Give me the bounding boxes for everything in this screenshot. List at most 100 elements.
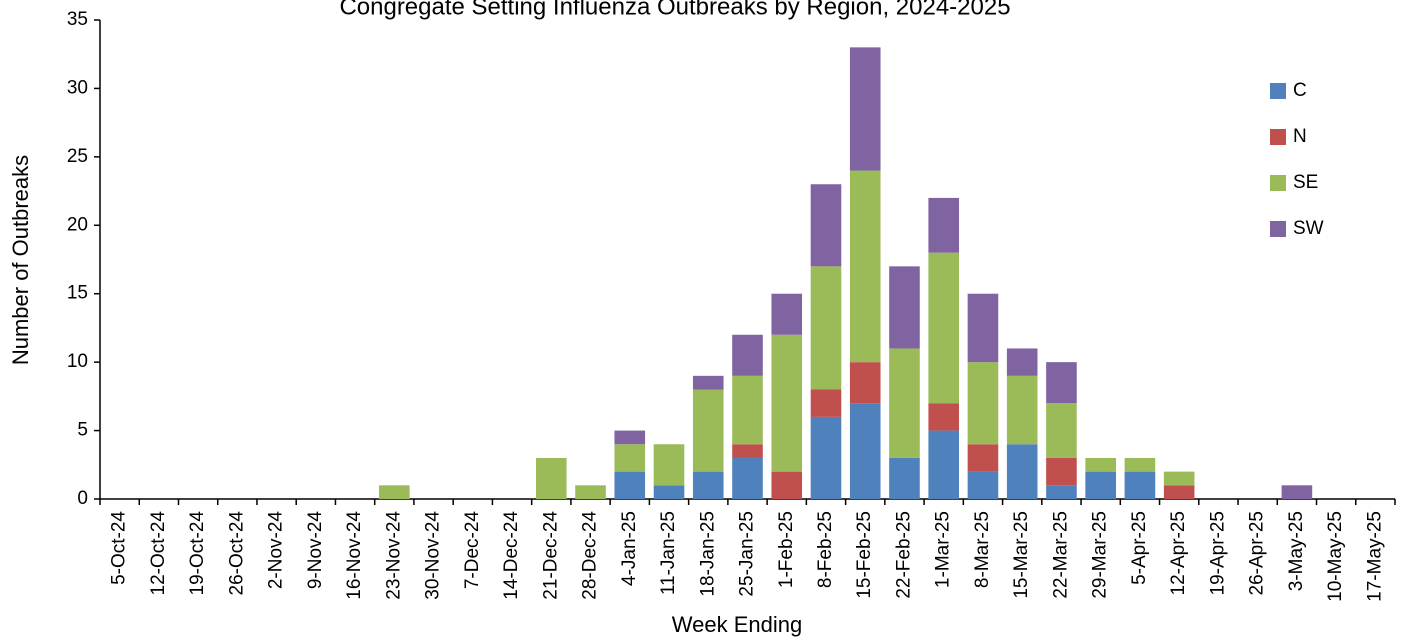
x-tick-label: 26-Oct-24 [226, 511, 247, 596]
bar-segment [1046, 403, 1077, 458]
x-tick-label: 10-May-25 [1325, 511, 1346, 602]
bar-segment [810, 266, 842, 390]
bar-segment [928, 430, 960, 499]
bar-segment [1006, 375, 1038, 445]
legend-swatch [1270, 129, 1286, 145]
bar-segment [1124, 457, 1156, 472]
bar-segment [889, 457, 920, 499]
y-tick-label: 5 [77, 420, 88, 441]
bar-segment [967, 293, 999, 363]
bar-segment [614, 430, 646, 445]
x-tick-label: 2-Nov-24 [266, 511, 287, 590]
bar-segment [849, 47, 881, 171]
bar-segment [928, 197, 960, 253]
y-tick-label: 0 [77, 488, 88, 509]
legend-label: SE [1293, 172, 1318, 193]
x-tick-label: 26-Apr-25 [1247, 511, 1268, 596]
x-axis-title: Week Ending [672, 612, 802, 637]
bar-segment [1046, 362, 1077, 404]
bar-segment [889, 266, 920, 349]
x-tick-label: 11-Jan-25 [658, 511, 679, 595]
x-tick-label: 19-Oct-24 [187, 511, 208, 596]
bar-segment [1006, 444, 1038, 499]
bar-segment [928, 403, 960, 431]
x-tick-label: 1-Mar-25 [933, 511, 954, 588]
bar-segment [967, 444, 999, 472]
x-tick-label: 22-Feb-25 [893, 511, 914, 599]
bar-segment [1046, 485, 1077, 499]
x-tick-label: 4-Jan-25 [619, 511, 640, 586]
bar-segment [614, 471, 646, 499]
bar-segment [771, 471, 803, 499]
y-tick-label: 30 [67, 77, 88, 98]
x-tick-label: 7-Dec-24 [462, 511, 483, 590]
bar-segment [928, 252, 960, 404]
bar-segment [692, 375, 724, 390]
bar-segment [653, 485, 685, 499]
bar-segment [1006, 348, 1038, 376]
y-tick-label: 35 [67, 9, 88, 30]
x-tick-label: 5-Oct-24 [109, 511, 130, 585]
bar-segment [849, 170, 881, 363]
x-tick-label: 15-Mar-25 [1011, 511, 1032, 599]
legend-label: C [1293, 80, 1307, 101]
y-tick-label: 10 [67, 351, 88, 372]
bar-segment [575, 485, 606, 499]
bar-segment [771, 293, 803, 335]
legend-swatch [1270, 221, 1286, 237]
bar-segment [653, 444, 685, 486]
bar-segment [1124, 471, 1156, 499]
bar-segment [1163, 471, 1195, 486]
x-tick-label: 5-Apr-25 [1129, 511, 1150, 585]
x-tick-label: 3-May-25 [1286, 511, 1307, 591]
bar-segment [1085, 457, 1116, 472]
x-tick-label: 17-May-25 [1364, 511, 1385, 602]
bar-segment [1281, 485, 1313, 499]
y-tick-label: 25 [67, 146, 88, 167]
x-tick-label: 28-Dec-24 [580, 511, 601, 600]
x-tick-label: 29-Mar-25 [1090, 511, 1111, 599]
y-tick-label: 15 [67, 283, 88, 304]
x-tick-label: 1-Feb-25 [776, 511, 797, 588]
legend-label: N [1293, 126, 1307, 147]
bar-segment [692, 389, 724, 472]
legend-swatch [1270, 175, 1286, 191]
x-tick-label: 16-Nov-24 [344, 511, 365, 600]
bar-segment [849, 403, 881, 499]
bar-segment [692, 471, 724, 499]
bar-segment [849, 362, 881, 404]
bar-segment [810, 416, 842, 499]
bar-segment [1085, 471, 1116, 499]
x-tick-label: 18-Jan-25 [697, 511, 718, 597]
legend-swatch [1270, 83, 1286, 99]
x-tick-label: 21-Dec-24 [540, 511, 561, 600]
bar-segment [732, 457, 763, 499]
x-tick-label: 23-Nov-24 [383, 511, 404, 600]
x-tick-label: 12-Oct-24 [148, 511, 169, 596]
x-tick-label: 9-Nov-24 [305, 511, 326, 590]
legend-label: SW [1293, 218, 1324, 239]
chart-title: Congregate Setting Influenza Outbreaks b… [339, 0, 1010, 20]
x-tick-label: 8-Mar-25 [972, 511, 993, 588]
x-tick-label: 8-Feb-25 [815, 511, 836, 588]
x-tick-label: 14-Dec-24 [501, 511, 522, 600]
bar-segment [1046, 457, 1077, 486]
bar-segment [967, 471, 999, 499]
x-tick-label: 25-Jan-25 [737, 511, 758, 597]
x-tick-label: 22-Mar-25 [1050, 511, 1071, 599]
bar-segment [732, 334, 763, 376]
x-tick-label: 30-Nov-24 [423, 511, 444, 600]
bar-segment [614, 444, 646, 472]
x-tick-label: 12-Apr-25 [1168, 511, 1189, 596]
x-tick-label: 15-Feb-25 [854, 511, 875, 599]
x-tick-label: 19-Apr-25 [1207, 511, 1228, 596]
bar-segment [732, 375, 763, 445]
bar-segment [771, 334, 803, 472]
bar-segment [967, 362, 999, 445]
y-axis-title: Number of Outbreaks [8, 155, 33, 365]
bar-segment [1163, 485, 1195, 499]
bar-segment [379, 485, 410, 499]
bar-segment [810, 389, 842, 417]
bar-segment [732, 444, 763, 458]
bar-segment [535, 457, 567, 499]
